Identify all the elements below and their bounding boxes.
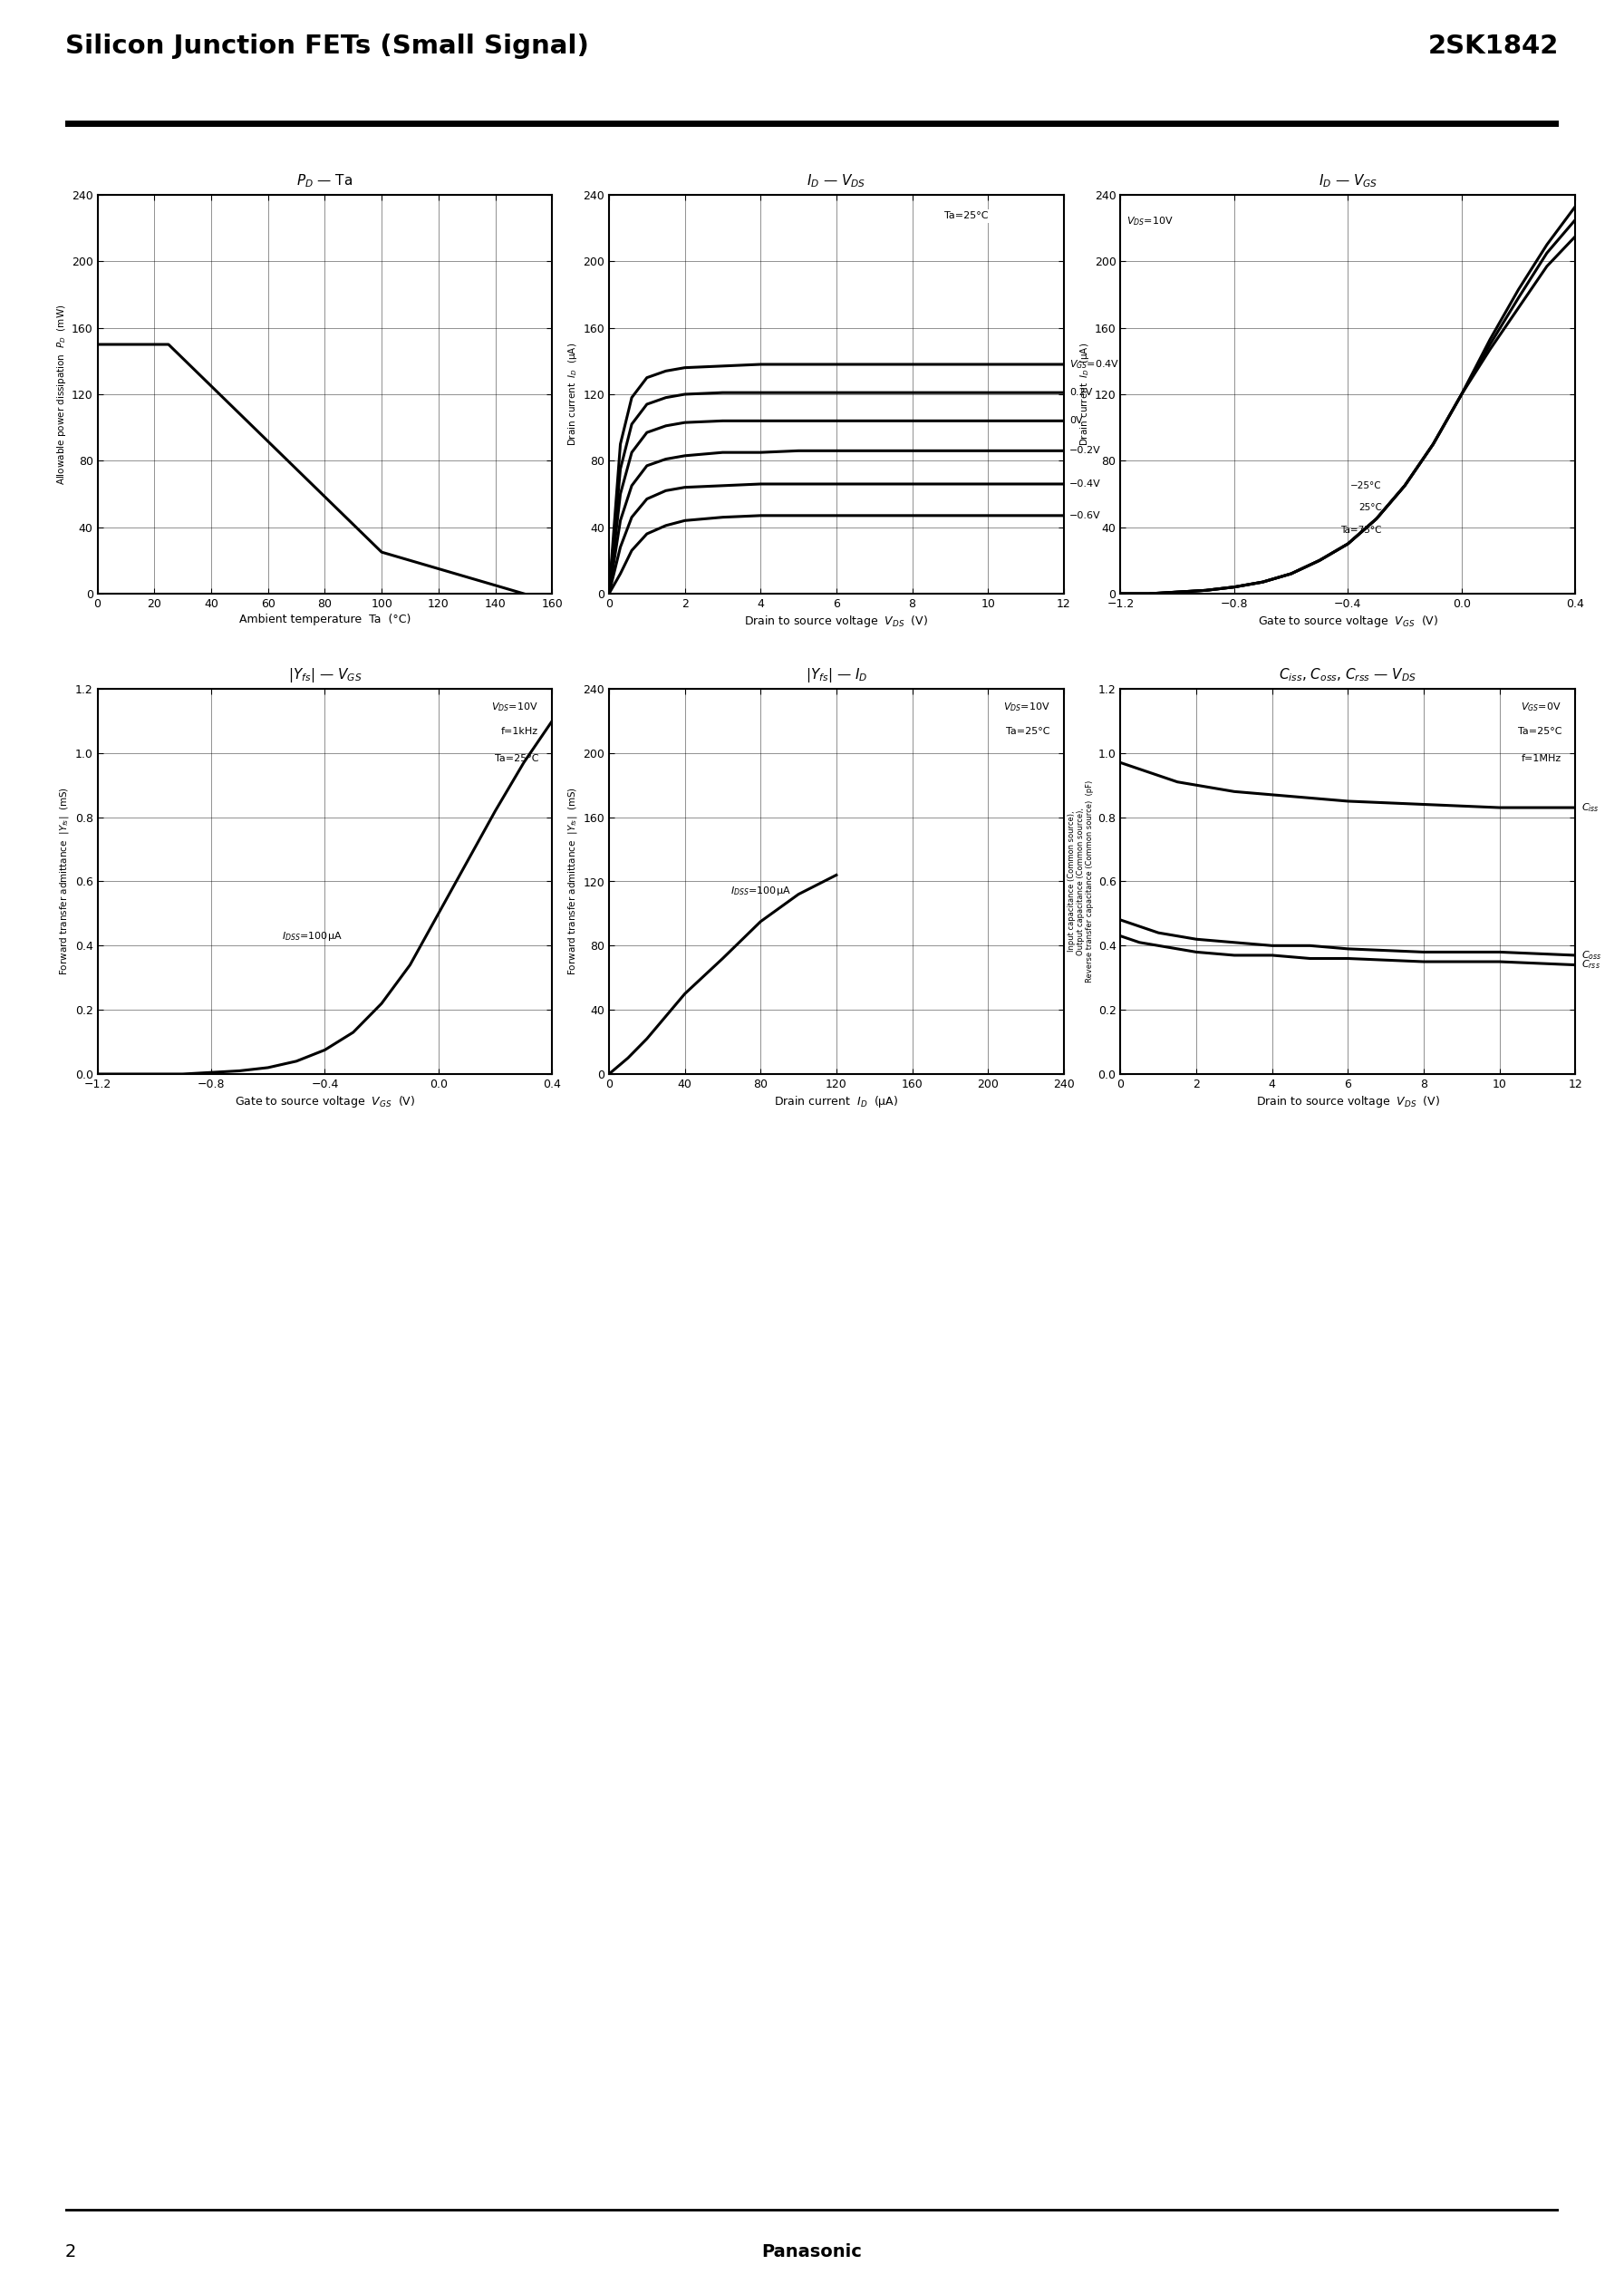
Text: $V_{DS}$=10V: $V_{DS}$=10V (1127, 216, 1173, 227)
X-axis label: Drain current  $I_D$  (μA): Drain current $I_D$ (μA) (775, 1094, 898, 1110)
Text: 2SK1842: 2SK1842 (1427, 32, 1559, 60)
Text: −0.2V: −0.2V (1070, 447, 1101, 454)
Text: Ta=25°C: Ta=25°C (495, 755, 539, 764)
X-axis label: Gate to source voltage  $V_{GS}$  (V): Gate to source voltage $V_{GS}$ (V) (234, 1094, 416, 1110)
Text: $I_{DSS}$=100μA: $I_{DSS}$=100μA (731, 885, 791, 897)
Text: $V_{GS}$=0.4V: $V_{GS}$=0.4V (1070, 358, 1119, 372)
Text: Panasonic: Panasonic (762, 2244, 862, 2260)
Text: $C_{iss}$: $C_{iss}$ (1582, 801, 1600, 814)
Text: $V_{DS}$=10V: $V_{DS}$=10V (1004, 700, 1051, 713)
Y-axis label: Input capacitance (Common source),
Output capacitance (Common source),
Reverse t: Input capacitance (Common source), Outpu… (1067, 780, 1095, 982)
Y-axis label: Drain current  $I_D$  (μA): Drain current $I_D$ (μA) (567, 342, 580, 445)
Text: $C_{oss}$: $C_{oss}$ (1582, 950, 1601, 961)
Text: 25°C: 25°C (1359, 502, 1382, 512)
Text: −0.6V: −0.6V (1070, 512, 1101, 521)
X-axis label: Gate to source voltage  $V_{GS}$  (V): Gate to source voltage $V_{GS}$ (V) (1257, 612, 1439, 629)
Text: $C_{rss}$: $C_{rss}$ (1582, 959, 1600, 970)
X-axis label: Ambient temperature  Ta  (°C): Ambient temperature Ta (°C) (239, 612, 411, 626)
Text: −25°C: −25°C (1351, 482, 1382, 491)
Text: $V_{GS}$=0V: $V_{GS}$=0V (1522, 700, 1562, 713)
Text: Ta=75°C: Ta=75°C (1341, 525, 1382, 535)
X-axis label: Drain to source voltage  $V_{DS}$  (V): Drain to source voltage $V_{DS}$ (V) (744, 612, 929, 629)
Title: $C_{iss}$, $C_{oss}$, $C_{rss}$ — $V_{DS}$: $C_{iss}$, $C_{oss}$, $C_{rss}$ — $V_{DS… (1280, 665, 1416, 684)
Title: $P_D$ — Ta: $P_D$ — Ta (297, 172, 352, 188)
Title: $|Y_{fs}|$ — $V_{GS}$: $|Y_{fs}|$ — $V_{GS}$ (287, 665, 362, 684)
Text: Ta=25°C: Ta=25°C (1007, 727, 1051, 736)
Text: 2: 2 (65, 2244, 76, 2260)
Title: $I_D$ — $V_{DS}$: $I_D$ — $V_{DS}$ (807, 172, 866, 188)
Text: Ta=25°C: Ta=25°C (944, 211, 987, 220)
Text: f=1kHz: f=1kHz (502, 727, 539, 736)
X-axis label: Drain to source voltage  $V_{DS}$  (V): Drain to source voltage $V_{DS}$ (V) (1255, 1094, 1440, 1110)
Y-axis label: Drain current  $I_D$  (μA): Drain current $I_D$ (μA) (1078, 342, 1091, 445)
Title: $|Y_{fs}|$ — $I_D$: $|Y_{fs}|$ — $I_D$ (806, 665, 867, 684)
Text: 0V: 0V (1070, 415, 1083, 424)
Text: Silicon Junction FETs (Small Signal): Silicon Junction FETs (Small Signal) (65, 32, 588, 60)
Y-axis label: Forward transfer admittance  $|Y_{fs}|$  (mS): Forward transfer admittance $|Y_{fs}|$ (… (567, 787, 580, 975)
Y-axis label: Allowable power dissipation  $P_D$  (mW): Allowable power dissipation $P_D$ (mW) (55, 303, 68, 484)
Text: f=1MHz: f=1MHz (1522, 755, 1562, 764)
Y-axis label: Forward transfer admittance  $|Y_{fs}|$  (mS): Forward transfer admittance $|Y_{fs}|$ (… (58, 787, 71, 975)
Text: −0.4V: −0.4V (1070, 479, 1101, 489)
Text: Ta=25°C: Ta=25°C (1518, 727, 1562, 736)
Title: $I_D$ — $V_{GS}$: $I_D$ — $V_{GS}$ (1319, 172, 1377, 188)
Text: $V_{DS}$=10V: $V_{DS}$=10V (492, 700, 539, 713)
Text: $I_{DSS}$=100μA: $I_{DSS}$=100μA (283, 929, 343, 943)
Text: 0.2V: 0.2V (1070, 388, 1093, 397)
